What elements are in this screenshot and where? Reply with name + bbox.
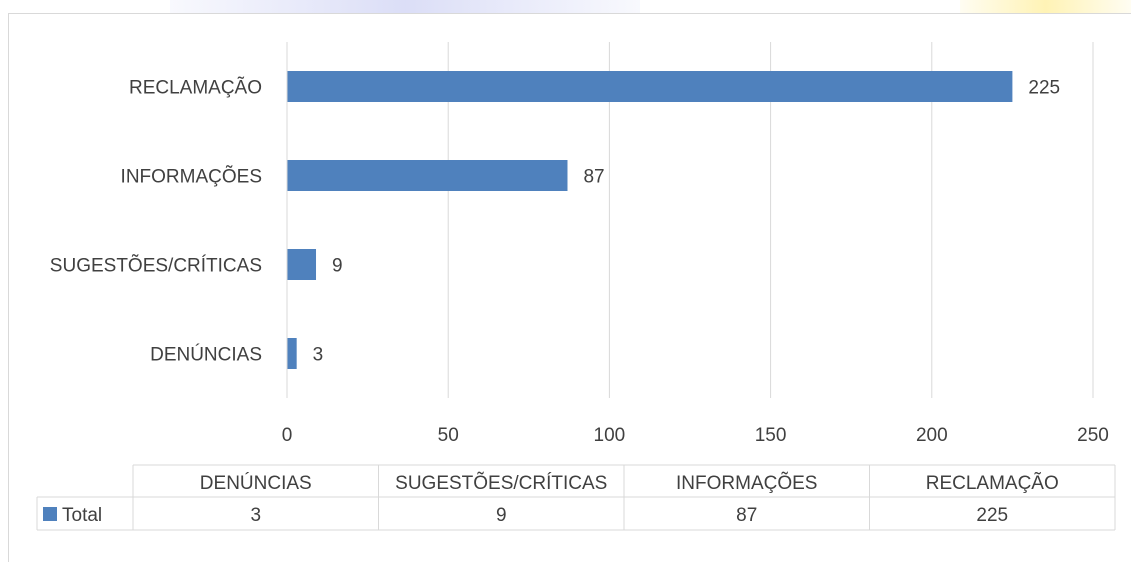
bar: [287, 338, 297, 369]
x-tick-label: 100: [594, 425, 626, 446]
x-tick-label: 0: [282, 425, 293, 446]
x-tick-label: 250: [1077, 425, 1109, 446]
category-label: RECLAMAÇÃO: [129, 77, 262, 99]
bar: [287, 160, 568, 191]
category-label: INFORMAÇÕES: [121, 166, 262, 188]
header-watermark-right: [960, 0, 1131, 14]
header-watermark-left: [170, 0, 640, 14]
bar: [287, 249, 317, 280]
table-header: RECLAMAÇÃO: [926, 472, 1059, 494]
table-value: 3: [250, 505, 261, 526]
data-label: 9: [332, 256, 343, 277]
legend-swatch: [43, 507, 57, 521]
data-label: 3: [313, 345, 324, 366]
x-tick-label: 200: [916, 425, 948, 446]
table-value: 87: [736, 505, 757, 526]
bar: [287, 71, 1013, 102]
legend-label: Total: [62, 505, 102, 526]
table-value: 225: [976, 505, 1008, 526]
table-value: 9: [496, 505, 507, 526]
category-label: SUGESTÕES/CRÍTICAS: [50, 255, 262, 277]
table-header: INFORMAÇÕES: [676, 472, 817, 494]
chart-frame: [8, 13, 1131, 562]
table-header: DENÚNCIAS: [200, 472, 312, 494]
table-header: SUGESTÕES/CRÍTICAS: [395, 472, 607, 494]
category-label: DENÚNCIAS: [150, 344, 262, 366]
x-tick-label: 50: [438, 425, 459, 446]
x-tick-label: 150: [755, 425, 787, 446]
data-label: 87: [583, 167, 604, 188]
data-label: 225: [1028, 78, 1060, 99]
